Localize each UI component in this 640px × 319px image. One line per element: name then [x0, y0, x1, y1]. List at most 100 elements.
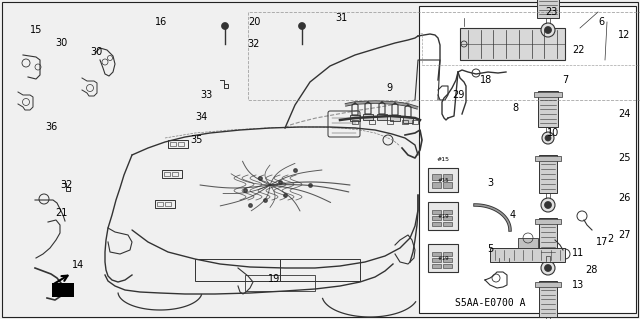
Text: 33: 33: [200, 90, 212, 100]
Bar: [350, 115, 360, 121]
Circle shape: [545, 26, 552, 33]
Bar: [432, 264, 441, 268]
Circle shape: [472, 69, 480, 77]
Bar: [245, 275, 315, 291]
Bar: [428, 244, 458, 272]
Bar: [432, 182, 441, 188]
Text: 19: 19: [268, 274, 280, 284]
Circle shape: [542, 132, 554, 144]
Text: 9: 9: [386, 83, 392, 93]
Bar: [172, 172, 178, 176]
Bar: [412, 120, 418, 124]
Text: 27: 27: [618, 230, 630, 240]
Circle shape: [221, 23, 228, 29]
Circle shape: [545, 264, 552, 271]
Bar: [402, 120, 408, 124]
Text: 32: 32: [247, 39, 259, 49]
Bar: [432, 222, 441, 226]
Bar: [157, 202, 163, 206]
Bar: [363, 114, 373, 120]
Bar: [369, 120, 375, 124]
Text: 29: 29: [452, 90, 465, 100]
Text: 26: 26: [618, 193, 630, 203]
Bar: [443, 174, 452, 180]
Text: 3: 3: [487, 178, 493, 188]
Text: 5: 5: [487, 244, 493, 254]
Text: FR.: FR.: [54, 285, 72, 295]
Text: 32: 32: [60, 180, 72, 190]
Text: 21: 21: [55, 208, 67, 218]
Bar: [518, 238, 538, 248]
Text: 6: 6: [598, 17, 604, 27]
Bar: [195, 259, 280, 281]
Circle shape: [545, 202, 552, 209]
Bar: [280, 259, 360, 281]
Text: 23: 23: [545, 7, 557, 17]
Bar: [178, 142, 184, 146]
Text: 20: 20: [248, 17, 260, 27]
Text: #19: #19: [437, 256, 449, 261]
Bar: [460, 28, 565, 60]
Bar: [535, 219, 561, 224]
Bar: [432, 258, 441, 262]
Bar: [539, 155, 557, 193]
Bar: [162, 170, 182, 178]
Circle shape: [541, 198, 555, 212]
Text: 13: 13: [572, 280, 584, 290]
Circle shape: [545, 135, 551, 141]
Bar: [428, 168, 458, 192]
Bar: [443, 252, 452, 256]
Bar: [443, 216, 452, 220]
Text: 11: 11: [572, 248, 584, 258]
Text: 35: 35: [190, 135, 202, 145]
Circle shape: [541, 261, 555, 275]
Bar: [165, 202, 171, 206]
Text: #15: #15: [436, 157, 449, 162]
Text: 8: 8: [512, 103, 518, 113]
Bar: [535, 156, 561, 161]
Bar: [490, 248, 565, 262]
Bar: [170, 142, 176, 146]
Bar: [443, 182, 452, 188]
Bar: [539, 218, 557, 256]
Text: #19: #19: [437, 213, 449, 219]
Bar: [419, 6, 636, 313]
Bar: [443, 210, 452, 214]
Bar: [352, 120, 358, 124]
Bar: [538, 91, 558, 127]
Bar: [403, 117, 413, 123]
Text: 25: 25: [618, 153, 630, 163]
Circle shape: [541, 23, 555, 37]
Text: 10: 10: [547, 128, 559, 138]
Bar: [155, 200, 175, 208]
Text: 30: 30: [55, 38, 67, 48]
Text: 34: 34: [195, 112, 207, 122]
Bar: [168, 140, 188, 148]
Text: 12: 12: [618, 30, 630, 40]
Bar: [432, 252, 441, 256]
Bar: [443, 264, 452, 268]
Bar: [164, 172, 170, 176]
Bar: [535, 282, 561, 287]
Bar: [432, 216, 441, 220]
Text: 36: 36: [45, 122, 57, 132]
Bar: [537, 0, 559, 18]
Text: 4: 4: [510, 210, 516, 220]
Text: 14: 14: [72, 260, 84, 270]
Bar: [432, 210, 441, 214]
Bar: [390, 115, 400, 121]
Text: 31: 31: [335, 13, 348, 23]
Text: 22: 22: [572, 45, 584, 55]
Text: 2: 2: [607, 234, 613, 244]
Bar: [387, 120, 393, 124]
Text: 30: 30: [90, 47, 102, 57]
Bar: [428, 202, 458, 230]
Text: S5AA-E0700 A: S5AA-E0700 A: [455, 298, 525, 308]
Text: 16: 16: [155, 17, 167, 27]
Text: #15: #15: [437, 177, 449, 182]
Text: 28: 28: [585, 265, 597, 275]
Bar: [377, 114, 387, 120]
Text: 24: 24: [618, 109, 630, 119]
Bar: [443, 258, 452, 262]
Text: 18: 18: [480, 75, 492, 85]
